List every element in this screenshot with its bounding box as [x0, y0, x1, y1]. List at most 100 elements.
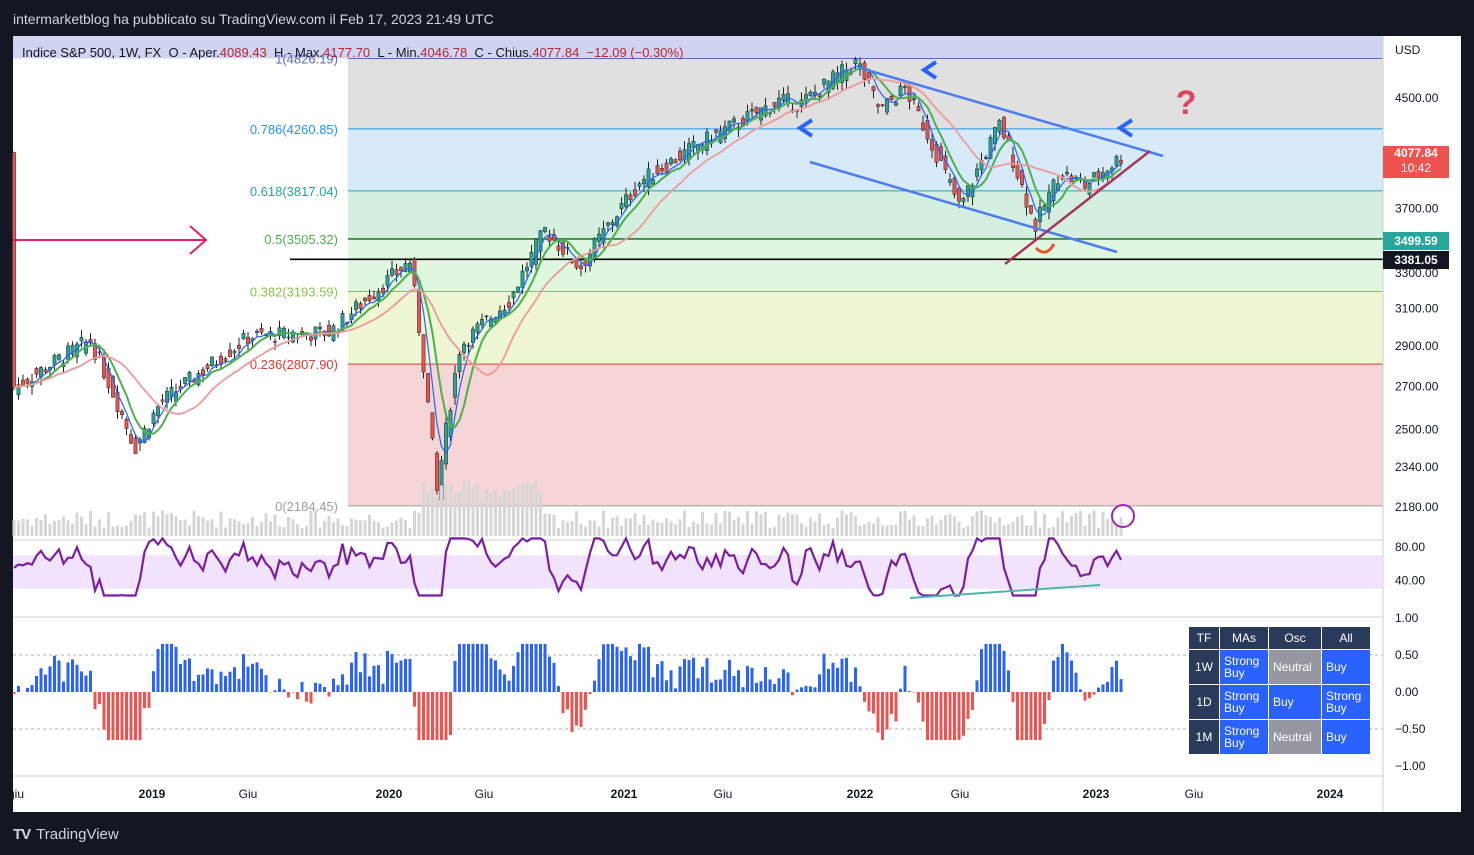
open-label: Aper. — [189, 45, 220, 60]
low-value: 4046.78 — [420, 45, 468, 60]
candle-body — [309, 336, 313, 341]
osc-bar — [881, 692, 884, 741]
osc-bar — [314, 682, 317, 692]
symbol-label: Indice S&P 500, 1W, FX — [22, 45, 162, 60]
tradingview-brand[interactable]: TV TradingView — [13, 826, 119, 843]
candle-body — [543, 227, 547, 232]
osc-bar — [440, 692, 443, 741]
osc-bar — [867, 692, 871, 712]
osc-bar — [741, 687, 745, 692]
osc-bar — [372, 665, 376, 692]
candle-body — [160, 399, 165, 402]
candle-body — [151, 412, 156, 424]
fib-label: 1(4826.19) — [275, 52, 338, 67]
osc-bar — [948, 692, 952, 741]
candle-body — [1024, 193, 1029, 208]
osc-bar — [687, 659, 691, 692]
volume-bar — [345, 526, 349, 536]
volume-bar — [696, 523, 700, 536]
candle-body — [579, 265, 583, 270]
candle-body — [912, 98, 916, 101]
candle-body — [642, 178, 646, 185]
osc-bar — [570, 692, 574, 732]
volume-bar — [251, 516, 254, 536]
osc-bar — [750, 667, 754, 692]
osc-bar — [1011, 692, 1015, 703]
candle-body — [187, 371, 192, 382]
volume-bar — [669, 521, 673, 536]
volume-bar — [512, 488, 515, 536]
volume-bar — [944, 515, 947, 536]
osc-bar — [386, 650, 389, 692]
candle-body — [201, 369, 205, 376]
osc-bar — [755, 682, 758, 692]
candle-body — [745, 111, 750, 121]
volume-bar — [354, 519, 358, 536]
osc-bar — [273, 690, 277, 692]
candle-body — [682, 149, 687, 161]
osc-bar — [521, 643, 524, 692]
osc-bar — [485, 644, 488, 692]
volume-bar — [485, 490, 488, 536]
volume-bar — [138, 515, 142, 536]
candle-body — [916, 106, 921, 112]
volume-bar — [894, 524, 898, 536]
osc-bar — [975, 680, 979, 692]
volume-bar — [336, 518, 340, 536]
candle-body — [25, 378, 30, 384]
footer-bar: TV TradingView — [0, 812, 1474, 855]
osc-bar — [53, 655, 56, 692]
osc-bar — [210, 669, 214, 692]
candle-body — [561, 242, 565, 255]
candle-body — [948, 179, 952, 183]
candle-body — [1042, 205, 1047, 211]
volume-bar — [327, 515, 331, 536]
osc-bar — [296, 692, 299, 700]
candle-body — [781, 94, 786, 101]
osc-bar — [377, 665, 380, 692]
volume-bar — [260, 521, 263, 536]
volume-bar — [372, 520, 376, 536]
osc-bar — [516, 652, 520, 692]
volume-bar — [377, 522, 380, 536]
candle-body — [691, 140, 696, 148]
volume-bar — [395, 520, 398, 536]
volume-bar — [183, 519, 187, 536]
volume-bar — [660, 522, 664, 536]
high-label: Max. — [294, 45, 324, 60]
volume-bar — [584, 526, 587, 536]
candle-body — [66, 345, 70, 360]
osc-bar — [57, 660, 61, 692]
osc-bar — [1034, 692, 1037, 741]
candle-body — [646, 168, 651, 188]
osc-bar — [1115, 660, 1118, 692]
candle-body — [903, 86, 907, 88]
volume-bar — [1061, 511, 1064, 536]
fib-zone — [348, 291, 1383, 365]
osc-bar — [1070, 660, 1073, 692]
candle-body — [885, 98, 889, 113]
osc-bar — [1088, 692, 1091, 699]
candle-body — [318, 326, 322, 330]
volume-bar — [692, 521, 695, 536]
volume-bar — [21, 519, 25, 536]
candle-body — [142, 428, 147, 444]
osc-bar — [98, 692, 101, 704]
candle-body — [484, 315, 489, 318]
candle-body — [525, 266, 529, 272]
current-price: 4077.84 — [1394, 146, 1438, 160]
volume-bar — [863, 524, 866, 536]
volume-bar — [678, 519, 682, 536]
volume-bar — [12, 520, 16, 536]
time-tick-label: Giu — [239, 787, 258, 801]
volume-bar — [714, 513, 718, 536]
volume-bar — [341, 525, 344, 536]
volume-bar — [1016, 516, 1019, 536]
osc-bar — [971, 692, 974, 710]
candle-body — [669, 158, 673, 165]
candle-body — [259, 327, 264, 333]
osc-bar — [332, 678, 335, 692]
osc-bar — [827, 669, 830, 692]
candle-body — [1033, 219, 1038, 232]
